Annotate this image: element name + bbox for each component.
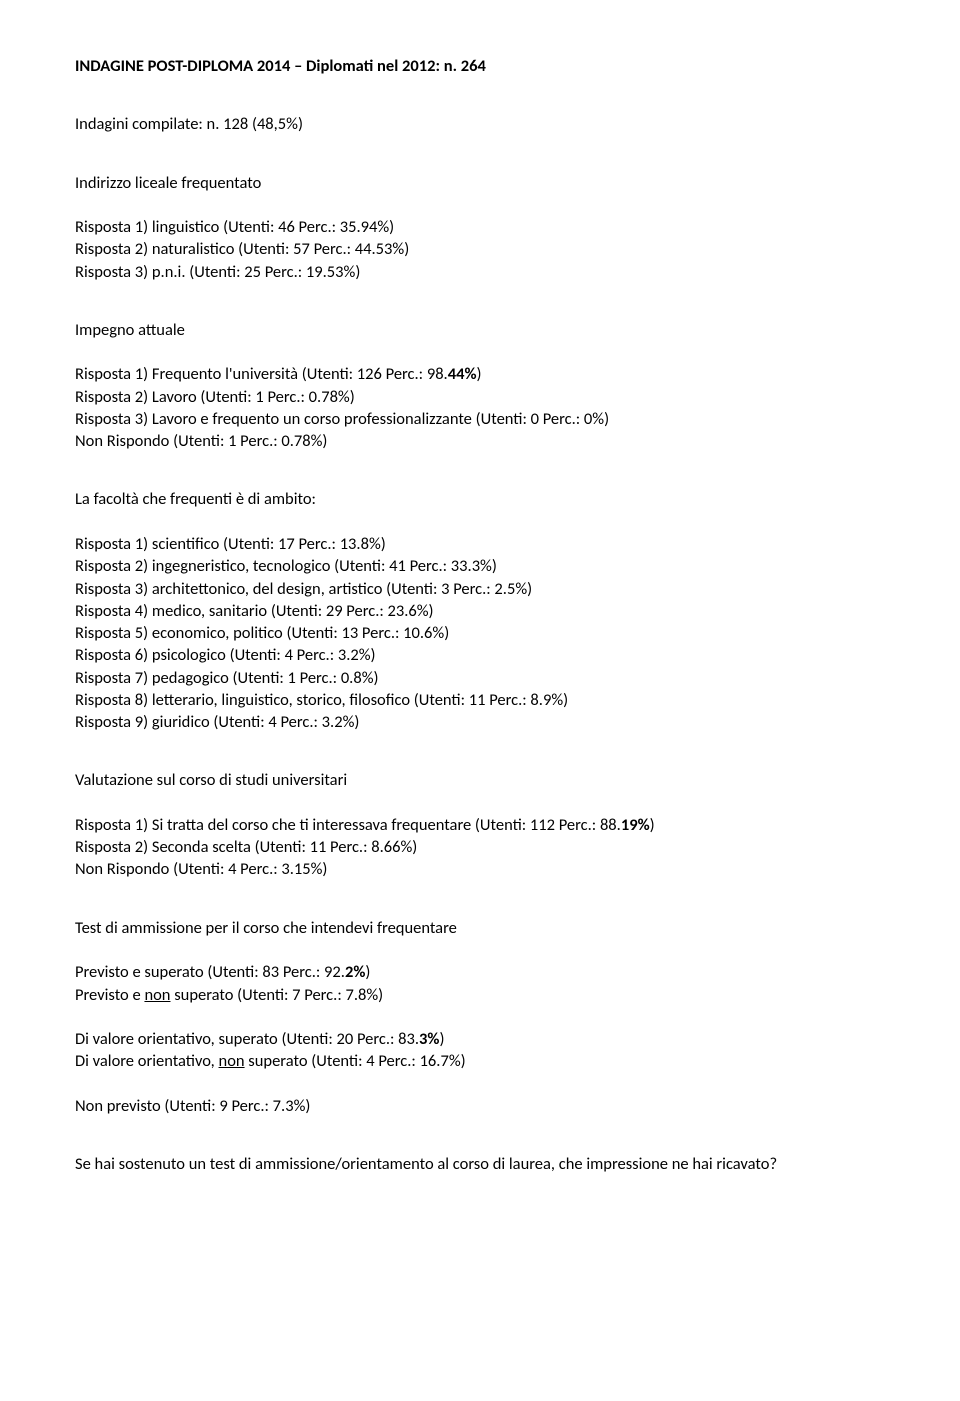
q1-r1: Risposta 1) linguistico (Utenti: 46 Perc… [75, 216, 885, 238]
q5-d1-bold: 3% [419, 1029, 439, 1049]
q1-r3: Risposta 3) p.n.i. (Utenti: 25 Perc.: 19… [75, 261, 885, 283]
q3-r9: Risposta 9) giuridico (Utenti: 4 Perc.: … [75, 711, 885, 733]
q3-r6: Risposta 6) psicologico (Utenti: 4 Perc.… [75, 644, 885, 666]
q2-header: Impegno attuale [75, 319, 885, 341]
q2-r2: Risposta 2) Lavoro (Utenti: 1 Perc.: 0.7… [75, 386, 885, 408]
q2-r3: Risposta 3) Lavoro e frequento un corso … [75, 408, 885, 430]
q5-np: Non previsto (Utenti: 9 Perc.: 7.3%) [75, 1095, 885, 1117]
q5-header: Test di ammissione per il corso che inte… [75, 917, 885, 939]
q4-nr: Non Rispondo (Utenti: 4 Perc.: 3.15%) [75, 858, 885, 880]
q5-d2: Di valore orientativo, non superato (Ute… [75, 1050, 885, 1072]
q3-r4: Risposta 4) medico, sanitario (Utenti: 2… [75, 600, 885, 622]
q3-r8: Risposta 8) letterario, linguistico, sto… [75, 689, 885, 711]
q4-r1: Risposta 1) Si tratta del corso che ti i… [75, 814, 885, 836]
q1-header: Indirizzo liceale frequentato [75, 172, 885, 194]
q4-r2: Risposta 2) Seconda scelta (Utenti: 11 P… [75, 836, 885, 858]
q5-p2: Previsto e non superato (Utenti: 7 Perc.… [75, 984, 885, 1006]
q4-r1-bold: 19% [621, 815, 650, 835]
q2-nr: Non Rispondo (Utenti: 1 Perc.: 0.78%) [75, 430, 885, 452]
q5-p2-underline: non [144, 985, 170, 1005]
q2-r1-bold: 44% [448, 364, 477, 384]
q4-header: Valutazione sul corso di studi universit… [75, 769, 885, 791]
q3-r3: Risposta 3) architettonico, del design, … [75, 578, 885, 600]
q5-d1: Di valore orientativo, superato (Utenti:… [75, 1028, 885, 1050]
q3-r5: Risposta 5) economico, politico (Utenti:… [75, 622, 885, 644]
q2-r1: Risposta 1) Frequento l'università (Uten… [75, 363, 885, 385]
q3-r7: Risposta 7) pedagogico (Utenti: 1 Perc.:… [75, 667, 885, 689]
q3-header: La facoltà che frequenti è di ambito: [75, 488, 885, 510]
page-title: INDAGINE POST-DIPLOMA 2014 – Diplomati n… [75, 55, 885, 77]
q3-r2: Risposta 2) ingegneristico, tecnologico … [75, 555, 885, 577]
compilate-line: Indagini compilate: n. 128 (48,5%) [75, 113, 885, 135]
q5-d2-underline: non [219, 1051, 245, 1071]
q3-r1: Risposta 1) scientifico (Utenti: 17 Perc… [75, 533, 885, 555]
footer-question: Se hai sostenuto un test di ammissione/o… [75, 1153, 885, 1175]
q5-p1: Previsto e superato (Utenti: 83 Perc.: 9… [75, 961, 885, 983]
q5-p1-bold: 2% [345, 962, 365, 982]
q1-r2: Risposta 2) naturalistico (Utenti: 57 Pe… [75, 238, 885, 260]
